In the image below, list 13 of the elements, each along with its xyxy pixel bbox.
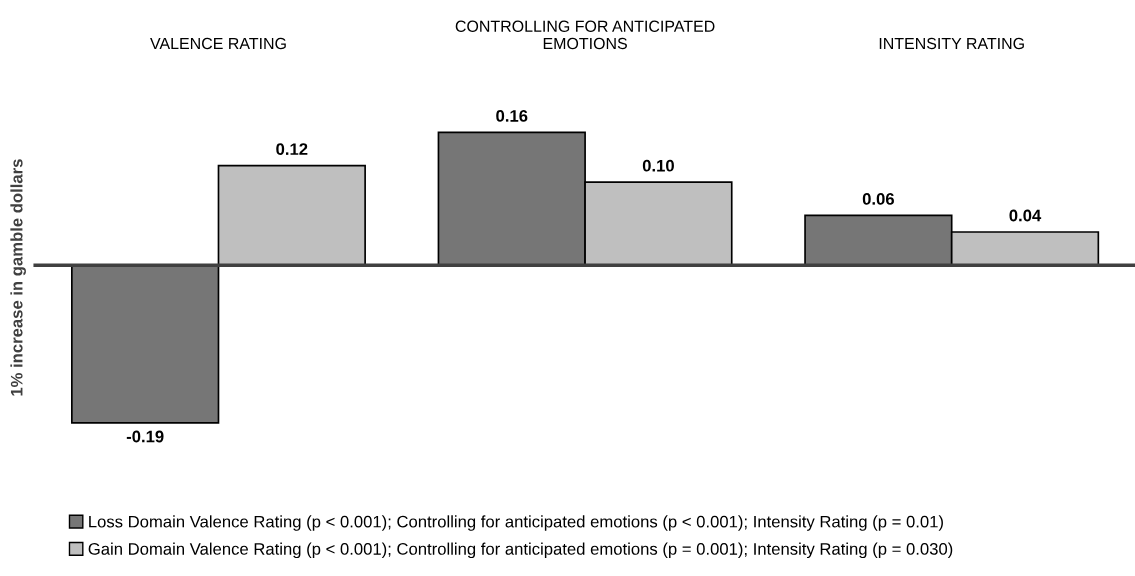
legend-label: Gain Domain Valence Rating (p < 0.001); Controlling for anticipated emotions (p = 0.001); Intensity Rating (p = 0.030)	[88, 542, 953, 559]
data-label: 0.12	[276, 143, 308, 156]
data-label: 0.04	[1009, 209, 1042, 222]
y-axis-title: 1% increase in gamble dollars	[10, 159, 26, 396]
data-label: 0.06	[862, 193, 894, 205]
data-label: 0.16	[496, 110, 528, 122]
x-tick-label: INTENSITY RATING	[879, 37, 1024, 50]
x-tick-label: CONTROLLING FOR ANTICIPATED EMOTIONS	[455, 20, 715, 50]
x-tick-label: VALENCE RATING	[150, 37, 286, 50]
bar	[71, 264, 220, 424]
data-label: 0.10	[642, 159, 674, 172]
legend-label: Loss Domain Valence Rating (p < 0.001); Controlling for anticipated emotions (p < 0.001); Intensity Rating (p = 0.01)	[89, 515, 943, 531]
data-label: -0.19	[126, 430, 164, 443]
